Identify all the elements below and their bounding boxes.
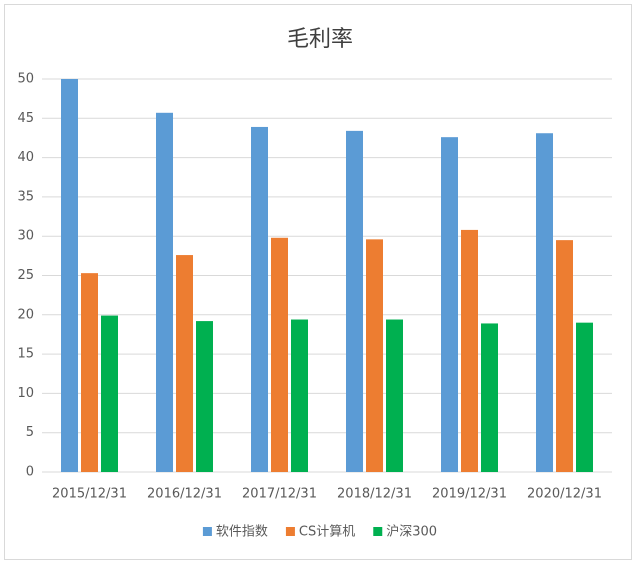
bar: [176, 255, 193, 472]
y-tick-label: 5: [26, 425, 34, 440]
bar: [291, 319, 308, 472]
x-tick-label: 2020/12/31: [527, 487, 602, 502]
bar: [101, 315, 118, 472]
bar: [441, 137, 458, 472]
legend-swatch: [285, 527, 295, 536]
bar: [346, 130, 363, 472]
bar: [81, 273, 98, 472]
x-tick-label: 2015/12/31: [52, 487, 127, 502]
y-tick-label: 10: [17, 386, 34, 401]
bar: [196, 321, 213, 472]
y-tick-label: 20: [17, 307, 34, 322]
legend-swatch: [373, 527, 383, 536]
bar: [556, 240, 573, 472]
legend-label: CS计算机: [299, 525, 355, 540]
bar: [576, 322, 593, 472]
legend-swatch: [202, 527, 212, 536]
y-tick-label: 45: [17, 111, 34, 126]
x-tick-label: 2019/12/31: [432, 487, 507, 502]
bar: [481, 323, 498, 472]
x-tick-label: 2016/12/31: [147, 487, 222, 502]
y-tick-label: 30: [17, 229, 34, 244]
legend-label: 软件指数: [216, 525, 268, 540]
bar: [536, 133, 553, 472]
y-tick-label: 40: [17, 150, 34, 165]
bar: [366, 239, 383, 472]
bar: [251, 126, 268, 473]
y-tick-label: 15: [17, 347, 34, 362]
chart-title: 毛利率: [287, 27, 353, 52]
bar: [156, 112, 173, 472]
y-tick-label: 35: [17, 189, 34, 204]
bar: [61, 79, 78, 472]
bar: [271, 237, 288, 472]
y-tick-label: 25: [17, 268, 34, 283]
y-tick-label: 0: [26, 465, 34, 480]
x-tick-label: 2018/12/31: [337, 487, 412, 502]
y-tick-label: 50: [17, 72, 34, 87]
bar: [461, 229, 478, 472]
legend-label: 沪深300: [386, 524, 437, 540]
bar: [386, 319, 403, 472]
x-tick-label: 2017/12/31: [242, 487, 317, 502]
